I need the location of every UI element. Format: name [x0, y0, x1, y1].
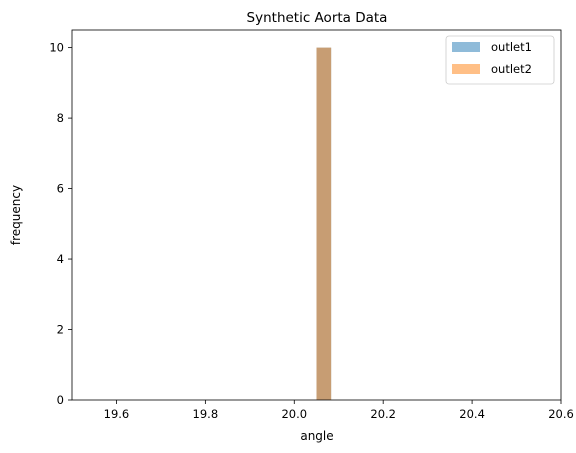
x-axis-label: angle	[300, 429, 333, 443]
y-tick-label: 8	[57, 111, 64, 125]
x-tick-label: 20.4	[459, 407, 485, 421]
x-tick-label: 20.6	[548, 407, 574, 421]
x-tick-label: 20.0	[281, 407, 307, 421]
x-tick-label: 20.2	[370, 407, 396, 421]
chart-title: Synthetic Aorta Data	[247, 10, 388, 26]
plot-frame	[71, 29, 562, 401]
legend: outlet1 outlet2	[445, 35, 555, 85]
y-axis-ticks: 0 2 4 6 8 10	[49, 41, 72, 407]
bars-layer	[316, 47, 332, 400]
y-tick-label: 2	[57, 323, 64, 337]
x-axis-ticks: 19.6 19.8 20.0 20.2 20.4 20.6	[104, 400, 574, 421]
y-tick-label: 4	[57, 252, 64, 266]
histogram-bar-outlet2-0	[316, 47, 332, 400]
legend-swatch-outlet2	[452, 64, 480, 74]
y-tick-label: 0	[57, 393, 64, 407]
y-axis-label: frequency	[9, 185, 23, 245]
x-tick-label: 19.6	[104, 407, 130, 421]
legend-label-outlet2: outlet2	[491, 62, 532, 76]
x-tick-label: 19.8	[193, 407, 219, 421]
legend-label-outlet1: outlet1	[491, 40, 532, 54]
y-tick-label: 6	[57, 182, 64, 196]
y-tick-label: 10	[49, 41, 64, 55]
legend-swatch-outlet1	[452, 42, 480, 52]
